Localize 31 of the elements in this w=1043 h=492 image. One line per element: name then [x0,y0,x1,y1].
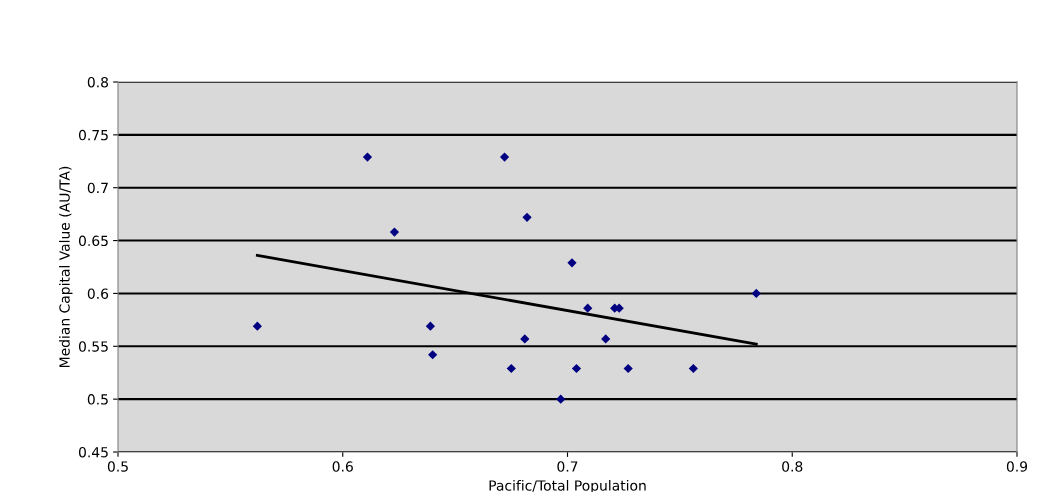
point [428,350,438,360]
x-tick-label: 0.8 [782,461,803,472]
point [601,334,611,344]
point [751,288,761,299]
y-tick-label: 0.5 [87,394,108,405]
point [252,321,262,331]
y-tick-label: 0.8 [87,76,109,88]
point [506,363,516,374]
y-tick-label: 0.45 [78,446,108,458]
point [567,258,577,268]
point [389,227,400,237]
point [583,303,593,313]
y-tick-label: 0.6 [87,288,109,299]
point [520,334,530,344]
point [362,152,373,162]
point [571,363,582,374]
x-tick-label: 0.9 [1006,461,1028,472]
y-tick-label: 0.75 [78,129,108,141]
x-tick-label: 0.6 [332,461,353,472]
y-tick-label: 0.65 [78,235,108,247]
point [688,363,698,374]
point [623,363,633,374]
point [499,152,510,162]
x-tick-label: 0.5 [107,461,128,472]
y-axis-title: Median Capital Value (AU/TA) [59,166,73,367]
point [425,321,436,331]
x-tick-label: 0.7 [557,461,578,472]
y-tick-label: 0.55 [78,341,108,352]
y-tick-label: 0.7 [87,182,108,194]
point [522,212,532,222]
point [556,394,566,404]
